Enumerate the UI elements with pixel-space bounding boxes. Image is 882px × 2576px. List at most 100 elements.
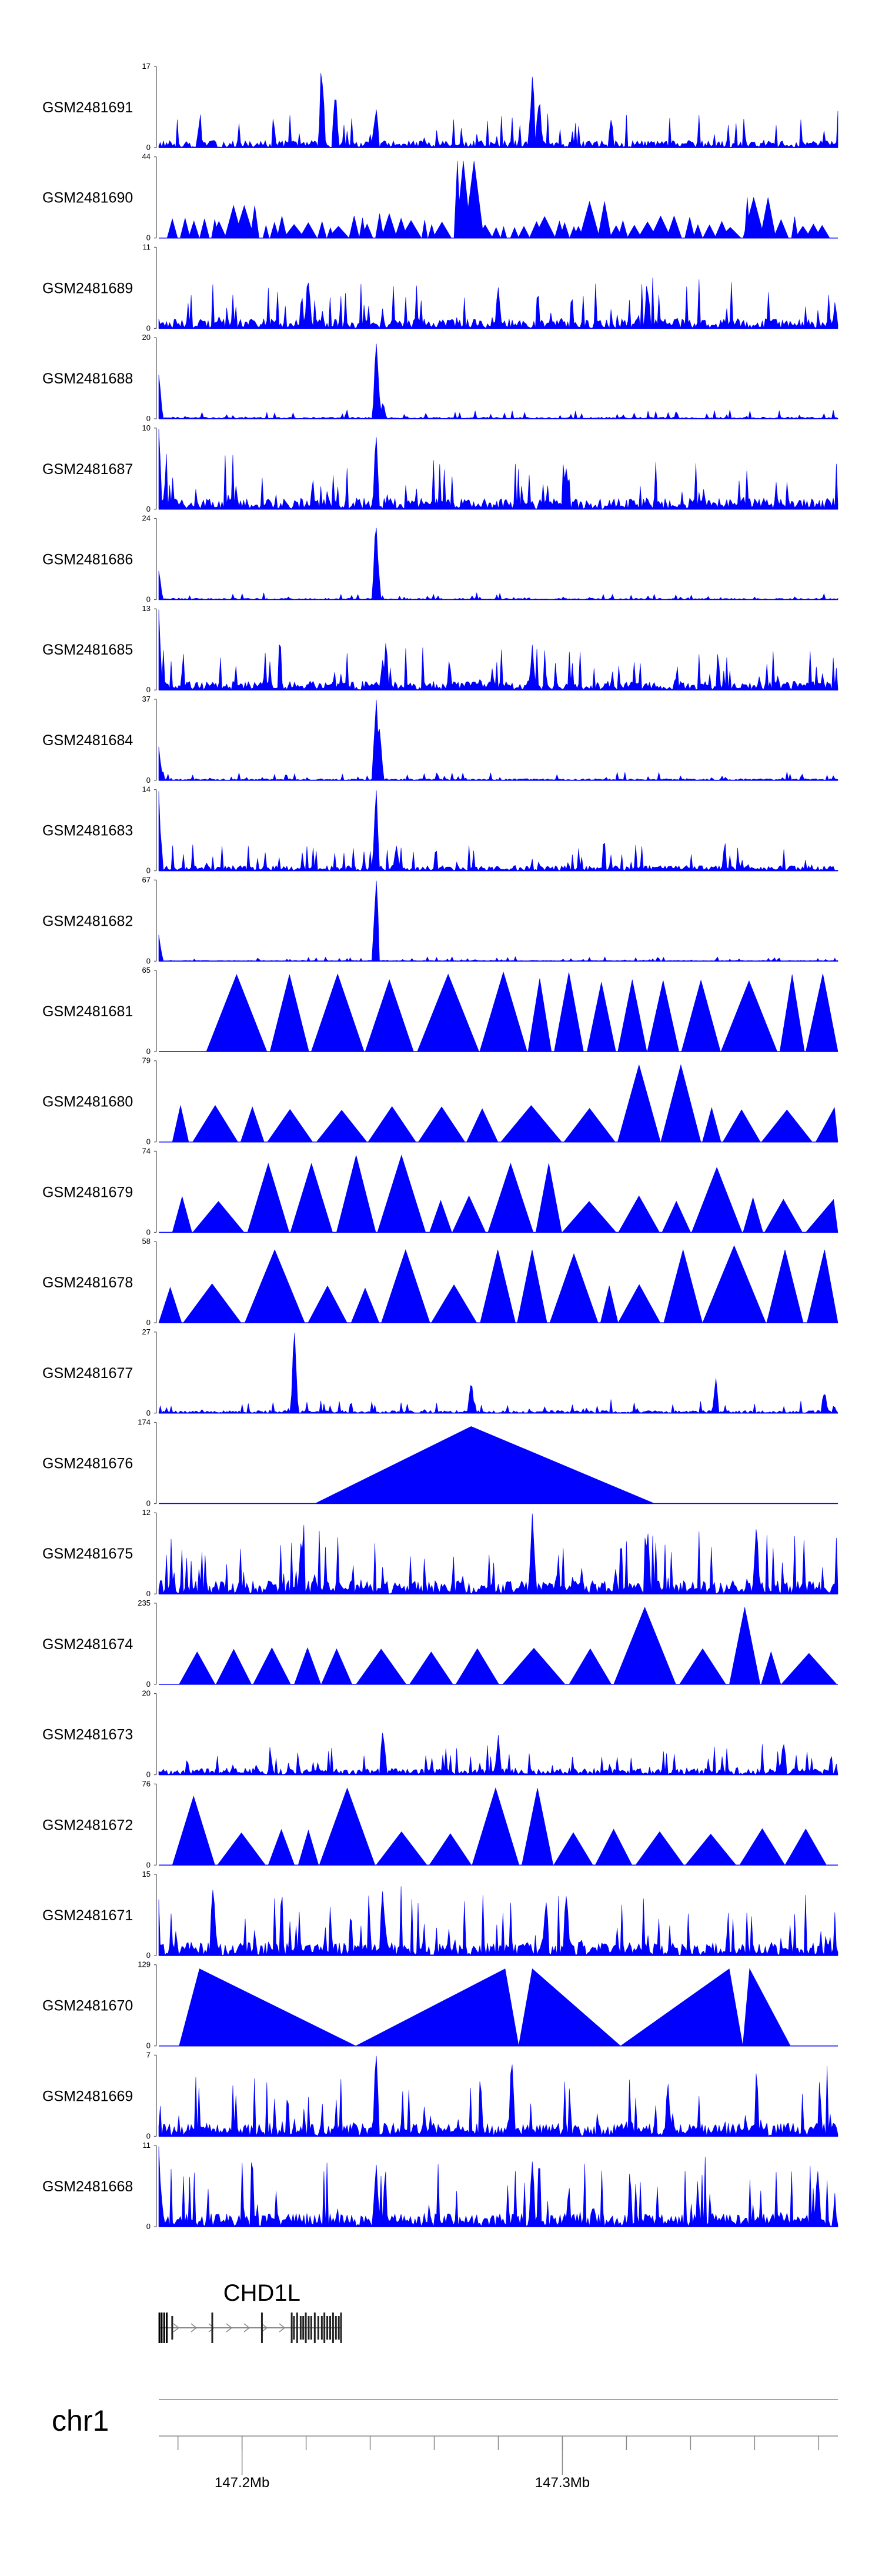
gene-exon	[296, 2313, 298, 2343]
y-max-label: 13	[142, 604, 151, 613]
y-min-label: 0	[146, 1047, 151, 1056]
y-max-label: 235	[138, 1599, 151, 1607]
y-min-label: 0	[146, 2222, 151, 2231]
track-label: GSM2481681	[42, 1003, 133, 1020]
y-max-label: 79	[142, 1056, 151, 1065]
signal-area	[158, 2146, 838, 2227]
gene-exon	[290, 2313, 293, 2343]
axis-tick-label: 147.3Mb	[535, 2475, 590, 2491]
track-label: GSM2481675	[42, 1546, 133, 1562]
y-min-label: 0	[146, 143, 151, 152]
gene-exon	[161, 2313, 163, 2343]
y-max-label: 58	[142, 1237, 151, 1246]
y-max-label: 74	[142, 1146, 151, 1155]
track-label: GSM2481669	[42, 2088, 133, 2104]
strand-arrow	[261, 2323, 268, 2333]
track-GSM2481686: GSM2481686 24 0	[42, 514, 838, 604]
axis-tick-label: 147.2Mb	[215, 2475, 269, 2491]
track-label: GSM2481685	[42, 642, 133, 658]
y-min-label: 0	[146, 1227, 151, 1236]
signal-area	[158, 790, 838, 871]
y-max-label: 129	[138, 1960, 151, 1969]
y-min-label: 0	[146, 685, 151, 694]
track-GSM2481691: GSM2481691 17 0	[42, 62, 838, 152]
y-max-label: 10	[142, 423, 151, 432]
y-min-label: 0	[146, 2041, 151, 2050]
signal-area	[158, 429, 838, 510]
strand-arrow	[191, 2323, 198, 2333]
gene-model-track: CHD1L	[158, 2280, 342, 2343]
y-max-label: 174	[138, 1418, 151, 1427]
signal-area	[158, 880, 838, 962]
track-GSM2481690: GSM2481690 44 0	[42, 152, 838, 242]
y-min-label: 0	[146, 323, 151, 332]
gene-exon	[299, 2316, 302, 2340]
chromosome-track: chr1	[52, 2399, 838, 2437]
signal-area	[159, 971, 838, 1052]
track-label: GSM2481680	[42, 1094, 133, 1110]
y-max-label: 11	[143, 242, 151, 251]
track-label: GSM2481671	[42, 1907, 133, 1924]
track-GSM2481672: GSM2481672 76 0	[42, 1779, 838, 1869]
y-min-label: 0	[146, 1589, 151, 1598]
y-max-label: 7	[146, 2050, 151, 2059]
signal-area	[158, 1733, 838, 1775]
gene-exon	[166, 2313, 168, 2343]
gene-exon	[171, 2316, 173, 2340]
y-max-label: 14	[142, 785, 151, 794]
strand-arrow	[243, 2323, 250, 2333]
chromosome-label: chr1	[52, 2404, 109, 2437]
y-max-label: 67	[142, 875, 151, 884]
gene-exon	[317, 2316, 319, 2340]
genome-axis: 147.2Mb 147.3Mb	[159, 2435, 838, 2491]
y-min-label: 0	[146, 2131, 151, 2140]
track-label: GSM2481677	[42, 1365, 133, 1382]
signal-area	[159, 1154, 838, 1233]
y-min-label: 0	[146, 1860, 151, 1869]
signal-area	[158, 343, 838, 419]
track-GSM2481689: GSM2481689 11 0	[42, 242, 838, 332]
gene-exon	[313, 2313, 316, 2343]
gene-exon	[211, 2313, 213, 2343]
track-GSM2481670: GSM2481670 129 0	[42, 1960, 838, 2050]
gene-exon	[329, 2316, 331, 2340]
track-GSM2481671: GSM2481671 15 0	[42, 1870, 838, 1960]
gene-exon	[323, 2313, 326, 2343]
track-label: GSM2481690	[42, 190, 133, 206]
track-GSM2481673: GSM2481673 20 0	[42, 1689, 838, 1779]
gene-exon	[305, 2313, 307, 2343]
y-max-label: 15	[142, 1870, 151, 1878]
track-label: GSM2481688	[42, 371, 133, 387]
track-label: GSM2481678	[42, 1274, 133, 1291]
track-GSM2481683: GSM2481683 14 0	[42, 785, 838, 875]
gene-exon	[260, 2313, 263, 2343]
y-max-label: 27	[142, 1327, 151, 1336]
y-min-label: 0	[146, 505, 151, 513]
y-min-label: 0	[146, 414, 151, 423]
track-label: GSM2481682	[42, 913, 133, 929]
y-min-label: 0	[146, 1137, 151, 1146]
y-max-label: 17	[142, 62, 151, 71]
track-GSM2481680: GSM2481680 79 0	[42, 1056, 838, 1146]
signal-area	[158, 2056, 838, 2137]
signal-area	[159, 1968, 838, 2047]
track-GSM2481677: GSM2481677 27 0	[42, 1327, 838, 1417]
y-min-label: 0	[146, 1770, 151, 1779]
gene-exon	[320, 2316, 323, 2340]
signal-area	[158, 73, 838, 148]
gene-exon	[308, 2316, 310, 2340]
signal-tracks: GSM2481691170GSM2481690440GSM2481689110G…	[42, 62, 838, 2231]
track-label: GSM2481683	[42, 823, 133, 839]
y-min-label: 0	[146, 866, 151, 875]
y-max-label: 20	[142, 333, 151, 342]
y-max-label: 12	[142, 1508, 151, 1517]
track-GSM2481688: GSM2481688 20 0	[42, 333, 838, 423]
strand-arrow	[173, 2323, 180, 2333]
strand-arrow	[208, 2323, 215, 2333]
gene-exon	[326, 2316, 329, 2340]
track-GSM2481681: GSM2481681 65 0	[42, 966, 838, 1056]
track-label: GSM2481670	[42, 1998, 133, 2014]
y-min-label: 0	[146, 1318, 151, 1327]
strand-arrow	[279, 2323, 286, 2333]
y-min-label: 0	[146, 1680, 151, 1689]
